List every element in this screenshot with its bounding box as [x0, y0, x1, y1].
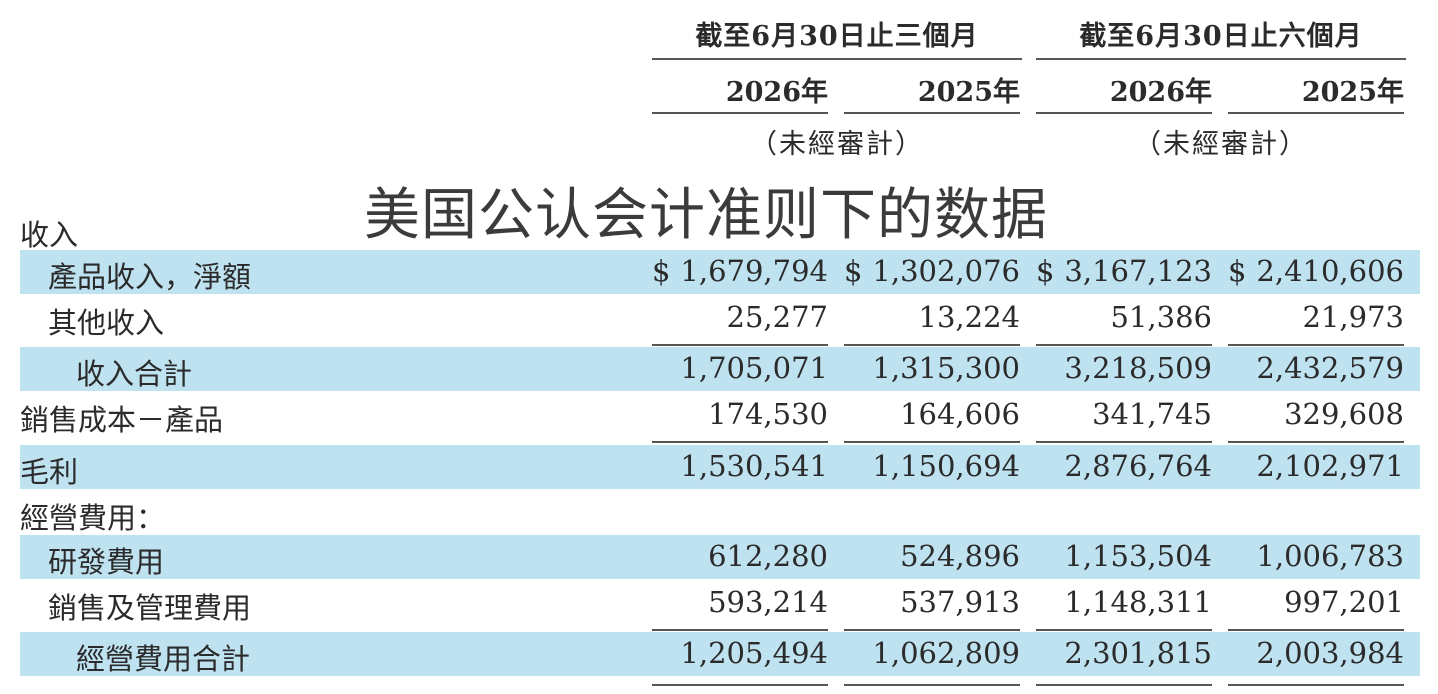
currency-symbol: $: [1036, 254, 1055, 288]
subtotal-rule: [652, 344, 828, 346]
cell-value: 1,148,311: [1064, 585, 1212, 619]
cell-value: 1,530,541: [680, 449, 828, 483]
cell-value: 3,218,509: [1064, 351, 1212, 385]
row-label-gross-profit: 毛利: [20, 455, 79, 489]
cell-value: 997,201: [1284, 585, 1404, 619]
period-header-three-months: 截至6月30日止三個月: [695, 21, 979, 52]
cell-value: 1,006,783: [1256, 539, 1404, 573]
subtotal-rule: [652, 441, 828, 443]
subtotal-rule: [652, 629, 828, 631]
subtotal-rule: [1036, 441, 1212, 443]
cell-value: 25,277: [726, 300, 828, 334]
subtotal-rule: [844, 344, 1020, 346]
unaudited-note: （未經審計）: [750, 129, 924, 160]
year-rule: [1036, 112, 1212, 114]
cell-value: 2,432,579: [1256, 351, 1404, 385]
year-rule: [844, 112, 1020, 114]
currency-symbol: $: [844, 254, 863, 288]
cell-value: 174,530: [708, 397, 828, 431]
cell-value: 2,876,764: [1064, 449, 1212, 483]
cell-value: 51,386: [1110, 300, 1212, 334]
currency-symbol: $: [652, 254, 671, 288]
cell-value: 612,280: [708, 539, 828, 573]
row-label-sga: 銷售及管理費用: [48, 591, 252, 625]
year-col-3: 2026年: [1109, 77, 1212, 108]
cell-value: 164,606: [900, 397, 1020, 431]
unaudited-note: （未經審計）: [1134, 129, 1308, 160]
row-label-total-revenue: 收入合計: [76, 357, 193, 391]
currency-symbol: $: [1228, 254, 1247, 288]
cell-value: 1,205,494: [680, 636, 828, 670]
cell-value: 1,062,809: [872, 636, 1020, 670]
row-highlight: [20, 347, 1420, 391]
cell-value: 1,315,300: [872, 351, 1020, 385]
cell-value: 1,153,504: [1064, 539, 1212, 573]
cell-value: 341,745: [1092, 397, 1212, 431]
period-header-six-months: 截至6月30日止六個月: [1079, 21, 1363, 52]
row-highlight: [20, 535, 1420, 579]
cell-value: 593,214: [708, 585, 828, 619]
year-rule: [652, 112, 828, 114]
year-col-2: 2025年: [917, 77, 1020, 108]
total-rule: [1036, 684, 1212, 686]
cell-value: 3,167,123: [1064, 254, 1212, 288]
row-label-cost-of-sales: 銷售成本－產品: [20, 403, 224, 437]
cell-value: 2,410,606: [1256, 254, 1404, 288]
cell-value: 13,224: [918, 300, 1020, 334]
row-label-operating-expenses: 經營費用：: [20, 501, 166, 535]
year-rule: [1228, 112, 1404, 114]
subtotal-rule: [844, 629, 1020, 631]
row-label-other-revenue: 其他收入: [48, 306, 165, 340]
row-highlight: [20, 445, 1420, 489]
year-col-4: 2025年: [1301, 77, 1404, 108]
cell-value: 329,608: [1284, 397, 1404, 431]
cell-value: 2,003,984: [1256, 636, 1404, 670]
subtotal-rule: [1036, 344, 1212, 346]
cell-value: 21,973: [1302, 300, 1404, 334]
subtotal-rule: [844, 441, 1020, 443]
overlay-title: 美国公认会计准则下的数据: [364, 183, 1048, 248]
cell-value: 1,150,694: [872, 449, 1020, 483]
subtotal-rule: [1228, 629, 1404, 631]
header-rule: [652, 58, 1022, 60]
year-col-1: 2026年: [725, 77, 828, 108]
row-highlight: [20, 632, 1420, 676]
cell-value: 2,301,815: [1064, 636, 1212, 670]
cell-value: 1,705,071: [680, 351, 828, 385]
row-label-rnd: 研發費用: [48, 545, 165, 579]
cell-value: 524,896: [900, 539, 1020, 573]
subtotal-rule: [1228, 344, 1404, 346]
subtotal-rule: [1036, 629, 1212, 631]
row-highlight: [20, 250, 1420, 294]
cell-value: 1,302,076: [872, 254, 1020, 288]
total-rule: [652, 684, 828, 686]
cell-value: 537,913: [900, 585, 1020, 619]
header-rule: [1036, 58, 1406, 60]
row-label-revenue: 收入: [20, 218, 79, 252]
total-rule: [1228, 684, 1404, 686]
cell-value: 2,102,971: [1256, 449, 1404, 483]
row-label-product-revenue: 產品收入，淨額: [48, 260, 252, 294]
cell-value: 1,679,794: [680, 254, 828, 288]
subtotal-rule: [1228, 441, 1404, 443]
total-rule: [844, 684, 1020, 686]
row-label-total-operating-expenses: 經營費用合計: [76, 642, 251, 676]
